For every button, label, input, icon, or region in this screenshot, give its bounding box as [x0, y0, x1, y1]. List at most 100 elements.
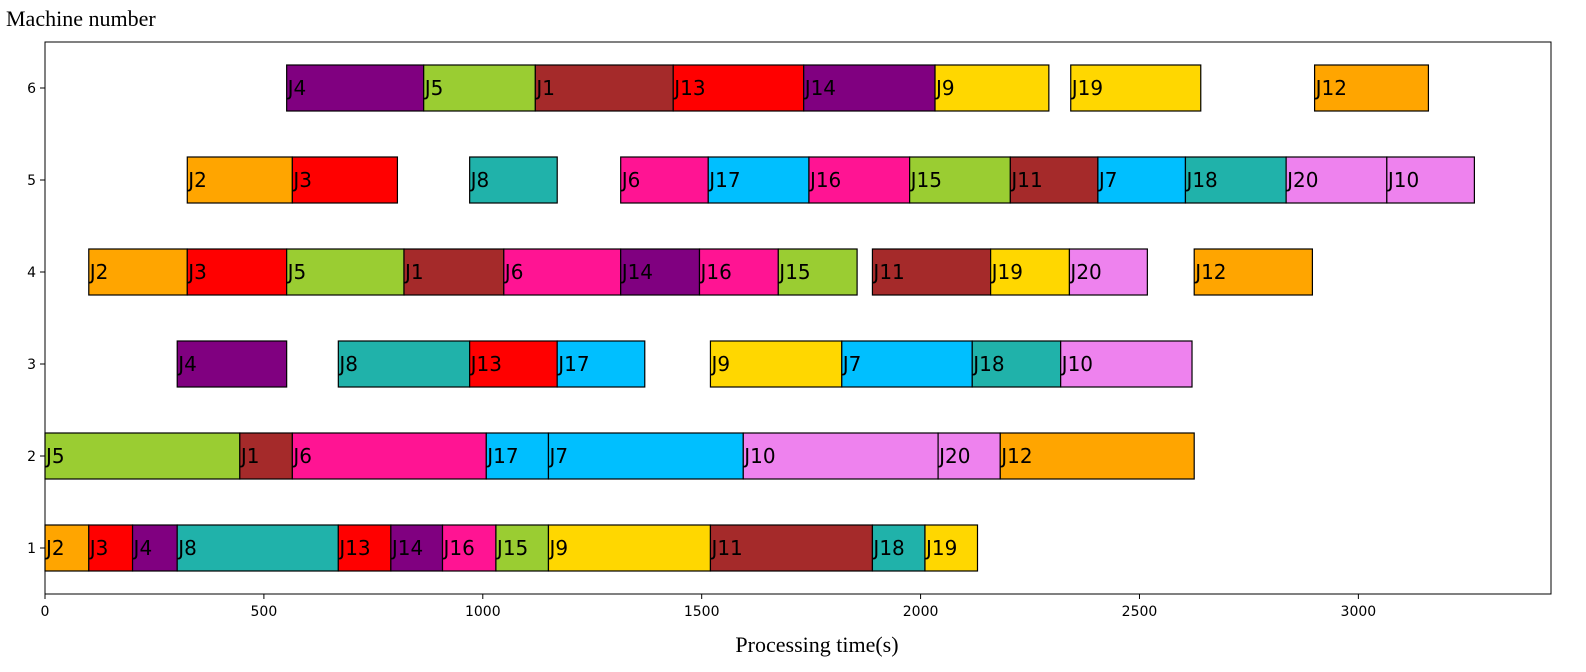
x-tick-label: 1000: [465, 604, 501, 620]
bar-label-m4-j5: J5: [286, 260, 307, 284]
bar-label-m1-j18: J18: [871, 536, 904, 560]
bar-m3-j7: [841, 340, 973, 388]
bar-label-m6-j9: J9: [934, 76, 955, 100]
bar-m5-j17: [707, 156, 810, 204]
bar-m5-j2: [186, 156, 293, 204]
x-tick-label: 2000: [903, 604, 939, 620]
bar-label-m1-j9: J9: [547, 536, 568, 560]
bar-m1-j9: [547, 524, 712, 572]
bar-m1-j15: [495, 524, 550, 572]
bar-m1-j19: [924, 524, 979, 572]
bar-m6-j4: [286, 64, 425, 112]
bar-m3-j13: [469, 340, 558, 388]
bar-label-m5-j7: J7: [1097, 168, 1118, 192]
bar-m2-j5: [44, 432, 241, 480]
bar-label-m5-j20: J20: [1285, 168, 1318, 192]
bar-label-m4-j2: J2: [88, 260, 109, 284]
bar-m5-j11: [1009, 156, 1099, 204]
bar-m2-j10: [742, 432, 939, 480]
bar-label-m2-j5: J5: [44, 444, 65, 468]
bar-label-m1-j11: J11: [709, 536, 742, 560]
bar-label-m3-j7: J7: [841, 352, 862, 376]
bar-m1-j3: [88, 524, 134, 572]
bar-m2-j7: [547, 432, 744, 480]
bar-m6-j9: [934, 64, 1050, 112]
bar-label-m3-j10: J10: [1060, 352, 1093, 376]
plot-frame: [44, 41, 1552, 595]
bar-m5-j10: [1386, 156, 1475, 204]
bar-label-m1-j19: J19: [924, 536, 957, 560]
bar-m2-j12: [999, 432, 1195, 480]
bar-m5-j15: [909, 156, 1011, 204]
bar-label-m3-j13: J13: [469, 352, 502, 376]
bar-label-m1-j13: J13: [337, 536, 370, 560]
bar-label-m5-j18: J18: [1184, 168, 1217, 192]
bar-label-m2-j12: J12: [999, 444, 1032, 468]
y-tick-label: 3: [27, 357, 36, 373]
bar-label-m6-j13: J13: [672, 76, 705, 100]
y-axis: 1 2 3 4 5 6: [27, 81, 45, 557]
bar-m2-j20: [937, 432, 1001, 480]
bar-label-m4-j15: J15: [777, 260, 810, 284]
bar-label-m3-j9: J9: [709, 352, 730, 376]
bar-label-m2-j17: J17: [485, 444, 518, 468]
bar-label-m2-j7: J7: [547, 444, 568, 468]
bar-label-m4-j20: J20: [1068, 260, 1101, 284]
bar-label-m5-j16: J16: [808, 168, 841, 192]
bar-m3-j9: [709, 340, 843, 388]
x-tick-label: 0: [41, 604, 50, 620]
bar-label-m4-j12: J12: [1193, 260, 1226, 284]
bar-label-m5-j17: J17: [707, 168, 740, 192]
bar-label-m6-j1: J1: [534, 76, 555, 100]
bar-m5-j3: [291, 156, 399, 204]
bar-label-m4-j6: J6: [503, 260, 524, 284]
bar-label-m6-j14: J14: [803, 76, 836, 100]
bar-label-m1-j14: J14: [390, 536, 423, 560]
bar-label-m5-j6: J6: [620, 168, 641, 192]
bar-m3-j18: [971, 340, 1062, 388]
bar-m4-j19: [990, 248, 1071, 296]
bar-m5-j6: [620, 156, 709, 204]
y-tick-label: 2: [27, 449, 36, 465]
bar-m2-j17: [485, 432, 550, 480]
bar-label-m1-j2: J2: [44, 536, 65, 560]
bar-label-m3-j18: J18: [971, 352, 1004, 376]
bar-m4-j2: [88, 248, 188, 296]
bar-label-m4-j19: J19: [990, 260, 1023, 284]
bar-m1-j16: [441, 524, 497, 572]
bar-label-m5-j2: J2: [186, 168, 207, 192]
bar-label-m1-j16: J16: [442, 536, 475, 560]
bar-label-m5-j10: J10: [1386, 168, 1419, 192]
bar-label-m4-j14: J14: [620, 260, 653, 284]
bar-m6-j13: [672, 64, 805, 112]
bar-label-m6-j12: J12: [1314, 76, 1347, 100]
y-axis-label: Machine number: [6, 6, 156, 31]
bar-m4-j1: [403, 248, 505, 296]
bar-m4-j3: [186, 248, 288, 296]
bars-layer: J2 J3 J4 J8 J13 J14 J16 J15 J9 J11 J18 J19 J5 J1 J6 J17…: [44, 64, 1475, 572]
bar-label-m6-j4: J4: [286, 76, 307, 100]
x-axis-label: Processing time(s): [735, 632, 898, 657]
bar-m6-j12: [1313, 64, 1430, 112]
bar-m3-j8: [337, 340, 471, 388]
bar-m3-j4: [176, 340, 288, 388]
bar-label-m6-j5: J5: [423, 76, 444, 100]
bar-m1-j8: [176, 524, 339, 572]
bar-label-m1-j4: J4: [132, 536, 153, 560]
bar-m3-j10: [1060, 340, 1193, 388]
x-axis: 0 500 1000 1500 2000 2500 3000: [41, 594, 1377, 620]
bar-label-m1-j15: J15: [495, 536, 528, 560]
bar-label-m3-j8: J8: [337, 352, 358, 376]
bar-m4-j14: [620, 248, 701, 296]
x-tick-label: 3000: [1341, 604, 1377, 620]
bar-label-m5-j8: J8: [469, 168, 490, 192]
bar-label-m4-j1: J1: [403, 260, 424, 284]
bar-m6-j1: [534, 64, 674, 112]
bar-m4-j16: [698, 248, 779, 296]
bar-label-m2-j20: J20: [937, 444, 970, 468]
x-tick-label: 2500: [1122, 604, 1158, 620]
bar-m6-j19: [1070, 64, 1202, 112]
bar-m5-j7: [1097, 156, 1187, 204]
bar-m5-j18: [1184, 156, 1287, 204]
bar-label-m3-j17: J17: [556, 352, 589, 376]
